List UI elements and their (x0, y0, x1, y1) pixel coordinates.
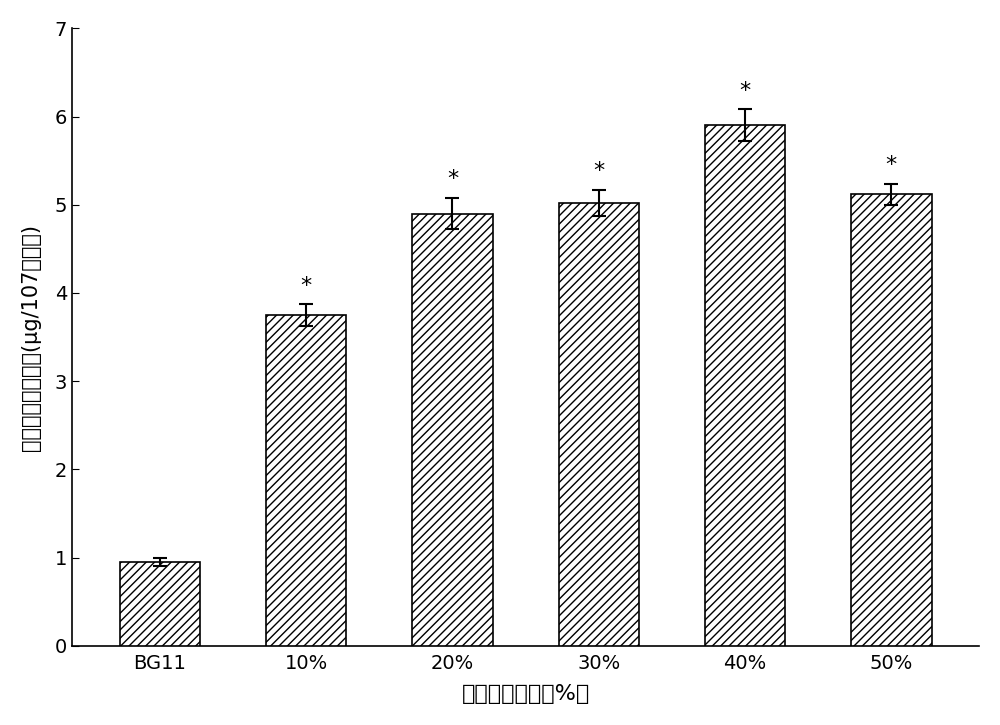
Bar (412, 214, 493, 646)
Bar (559, 203, 639, 646)
Bar (705, 125, 785, 646)
Text: *: * (886, 154, 897, 175)
Y-axis label: 小球藻的蛋白含量(μg/107个细胞): 小球藻的蛋白含量(μg/107个细胞) (21, 223, 41, 450)
Bar (266, 315, 346, 646)
Text: *: * (593, 161, 604, 181)
Bar (120, 562, 200, 646)
Bar (851, 194, 932, 646)
Text: *: * (739, 80, 751, 101)
X-axis label: 缫丝废水比例（%）: 缫丝废水比例（%） (461, 684, 590, 704)
Text: *: * (447, 169, 458, 188)
Text: *: * (301, 276, 312, 296)
